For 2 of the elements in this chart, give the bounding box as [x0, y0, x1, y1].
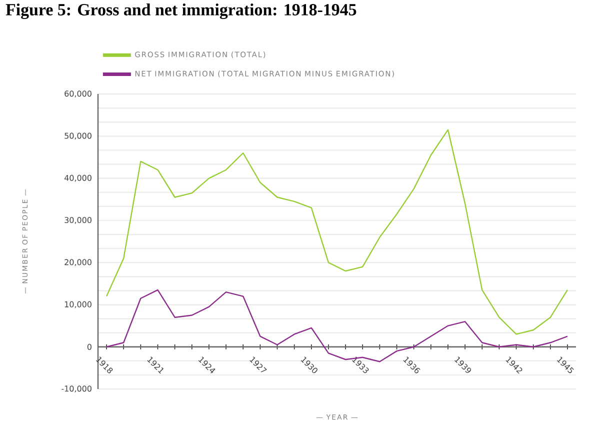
chart-title: Figure 5: Gross and net immigration: 1918-1945 — [6, 4, 356, 19]
line-series — [106, 129, 568, 335]
